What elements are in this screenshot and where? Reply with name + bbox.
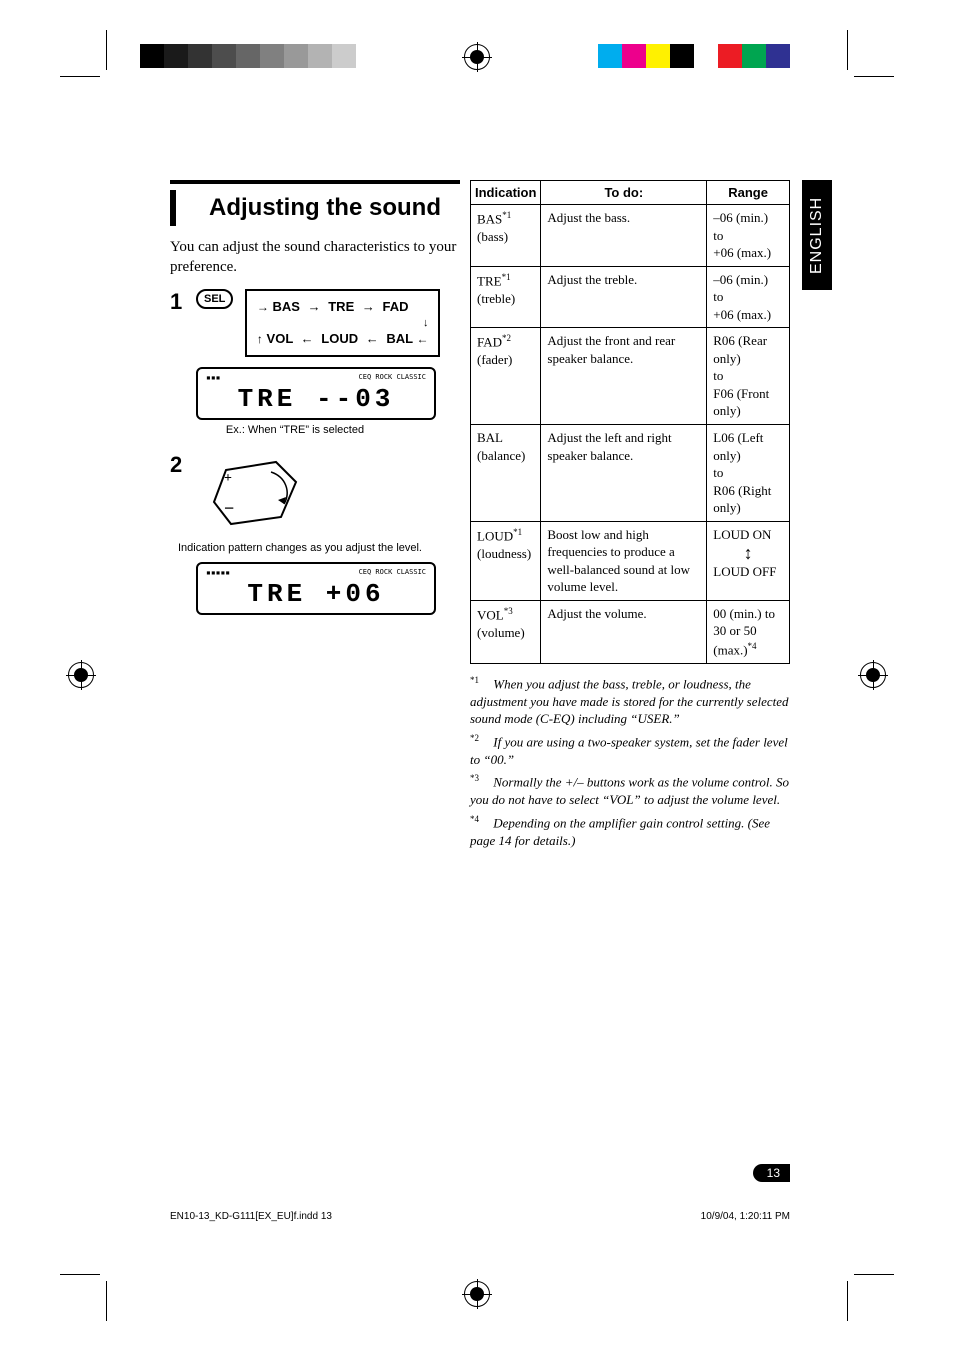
table-header: Range [707,181,790,205]
step-number: 2 [170,452,182,478]
step-2: 2 + − [170,452,460,532]
table-row: LOUD*1(loudness)Boost low and high frequ… [471,521,790,600]
menu-flow-diagram: → BAS → TRE → FAD ↓ ↑ VOL ← LOUD ← BAL ← [245,289,441,357]
crop-mark [854,76,894,77]
table-row: BAS*1(bass)Adjust the bass.–06 (min.)to+… [471,205,790,267]
table-row: FAD*2(fader)Adjust the front and rear sp… [471,328,790,425]
registration-mark [464,44,490,70]
language-tab: ENGLISH [802,180,832,290]
page-content: ENGLISH Adjusting the sound You can adju… [170,180,790,1210]
grayscale-calibration-bar [140,44,380,68]
registration-mark [68,662,94,688]
footnotes: *1 When you adjust the bass, treble, or … [470,674,790,849]
crop-mark [847,30,848,70]
color-calibration-bar [598,44,814,68]
registration-mark [860,662,886,688]
page-number: 13 [753,1164,790,1182]
pattern-note: Indication pattern changes as you adjust… [140,542,460,554]
step-1: 1 SEL → BAS → TRE → FAD ↓ ↑ VOL ← LOUD ←… [170,289,460,357]
footer-filename: EN10-13_KD-G111[EX_EU]f.indd 13 [170,1211,332,1222]
table-row: BAL(balance)Adjust the left and right sp… [471,425,790,522]
settings-table-column: Indication To do: Range BAS*1(bass)Adjus… [470,180,790,853]
table-header: To do: [541,181,707,205]
lcd-display-example-2: ▪▪▪▪▪CEQ ROCK CLASSIC TRE +06 [196,562,436,615]
intro-text: You can adjust the sound characteristics… [170,238,460,277]
crop-mark [60,1274,100,1275]
flow-item: BAS [273,299,300,314]
svg-text:+: + [224,471,232,486]
svg-text:−: − [224,498,234,518]
crop-mark [854,1274,894,1275]
table-header: Indication [471,181,541,205]
print-footer: EN10-13_KD-G111[EX_EU]f.indd 13 10/9/04,… [170,1211,790,1222]
crop-mark [60,76,100,77]
table-row: VOL*3(volume)Adjust the volume.00 (min.)… [471,600,790,663]
sound-settings-table: Indication To do: Range BAS*1(bass)Adjus… [470,180,790,664]
flow-item: TRE [328,299,354,314]
lcd-note: Ex.: When “TRE” is selected [130,424,460,436]
step-number: 1 [170,289,182,315]
crop-mark [106,1281,107,1321]
heading-text: Adjusting the sound [170,190,460,226]
lcd-display-example-1: ▪▪▪CEQ ROCK CLASSIC TRE --03 [196,367,436,420]
registration-mark [464,1281,490,1307]
flow-item: VOL [267,331,294,346]
adjustment-knob-graphic: + − [206,452,326,532]
crop-mark [106,30,107,70]
lcd-segment-text: TRE +06 [206,579,426,609]
table-row: TRE*1(treble)Adjust the treble.–06 (min.… [471,266,790,328]
lcd-segment-text: TRE --03 [206,384,426,414]
flow-item: FAD [382,299,408,314]
flow-item: LOUD [321,331,358,346]
flow-item: BAL [386,331,412,346]
section-heading: Adjusting the sound [170,180,460,226]
footer-timestamp: 10/9/04, 1:20:11 PM [701,1211,790,1222]
crop-mark [847,1281,848,1321]
sel-button-graphic: SEL [196,289,233,309]
